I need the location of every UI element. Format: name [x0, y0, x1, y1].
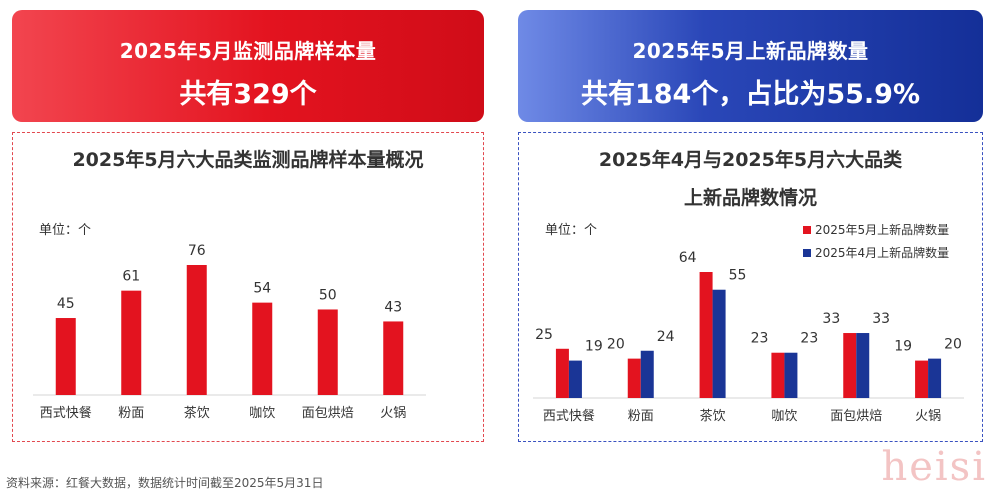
data-label-2-6: 20 — [944, 337, 962, 353]
bar-1-4 — [252, 302, 273, 395]
category-label-2: 粉面 — [118, 406, 144, 421]
new-brands-banner-title: 2025年5月上新品牌数量 — [632, 39, 869, 63]
data-label-1-3: 76 — [188, 243, 206, 259]
bar-1-6 — [915, 360, 929, 398]
new-brands-banner-value: 共有184个，占比为55.9% — [580, 79, 921, 110]
legend-may: 2025年5月上新品牌数量 — [803, 221, 949, 238]
bar-2-2 — [640, 350, 654, 398]
data-label-1-2: 61 — [122, 269, 140, 285]
bar-1-2 — [627, 358, 641, 398]
sample-size-chart-title: 2025年5月六大品类监测品牌样本量概况 — [72, 149, 424, 171]
bar-1-1 — [555, 348, 569, 398]
sample-size-unit-label: 单位：个 — [39, 223, 92, 238]
category-label-1: 西式快餐 — [543, 408, 595, 424]
legend-april-swatch — [803, 249, 811, 257]
legend-april-label: 2025年4月上新品牌数量 — [815, 246, 950, 260]
sample-size-banner: 2025年5月监测品牌样本量 共有329个 — [12, 10, 484, 122]
bar-2-5 — [856, 333, 870, 398]
category-label-6: 火锅 — [915, 408, 941, 424]
category-label-1: 西式快餐 — [40, 405, 92, 421]
new-brands-banner: 2025年5月上新品牌数量 共有184个，占比为55.9% — [518, 10, 983, 122]
category-label-6: 火锅 — [380, 405, 406, 421]
legend-april: 2025年4月上新品牌数量 — [803, 244, 949, 261]
data-label-1-1: 45 — [57, 296, 75, 312]
category-label-4: 咖饮 — [249, 406, 275, 421]
data-label-1-3: 64 — [679, 250, 697, 266]
bar-1-3 — [699, 272, 713, 398]
bar-2-6 — [928, 358, 942, 398]
data-label-1-1: 25 — [535, 327, 553, 343]
bar-1-2 — [121, 290, 142, 395]
data-label-1-6: 19 — [894, 339, 912, 355]
data-label-2-3: 55 — [729, 268, 747, 284]
category-label-3: 茶饮 — [184, 405, 210, 421]
data-label-1-5: 33 — [822, 311, 840, 327]
sample-size-banner-title: 2025年5月监测品牌样本量 — [119, 39, 377, 63]
bar-2-1 — [568, 360, 582, 398]
bar-1-3 — [186, 265, 207, 395]
new-brands-chart-title-line2: 上新品牌数情况 — [683, 187, 817, 209]
category-label-4: 咖饮 — [771, 409, 797, 424]
new-brands-unit-label: 单位：个 — [545, 223, 598, 238]
bar-1-1 — [55, 318, 76, 395]
new-brands-chart-panel: 2025年4月与2025年5月六大品类 上新品牌数情况 单位：个 2025年5月… — [518, 132, 983, 442]
data-label-1-2: 20 — [607, 337, 625, 353]
legend-may-swatch — [803, 226, 811, 234]
sample-size-banner-value: 共有329个 — [179, 79, 317, 110]
legend-may-label: 2025年5月上新品牌数量 — [815, 223, 950, 237]
category-label-5: 面包烘焙 — [302, 406, 354, 421]
data-label-2-1: 19 — [585, 339, 603, 355]
category-label-3: 茶饮 — [700, 408, 726, 424]
sample-size-chart-panel: 2025年5月六大品类监测品牌样本量概况 单位：个 45 西式快餐 61 粉面 76 茶饮… — [12, 132, 484, 442]
data-label-1-5: 50 — [319, 287, 337, 303]
bar-2-3 — [712, 289, 726, 398]
data-label-2-5: 33 — [872, 311, 890, 327]
data-source-note: 资料来源：红餐大数据，数据统计时间截至2025年5月31日 — [6, 476, 324, 490]
category-label-5: 面包烘焙 — [830, 409, 882, 424]
data-label-1-6: 43 — [384, 299, 402, 315]
category-label-2: 粉面 — [628, 409, 654, 424]
data-label-2-4: 23 — [800, 331, 818, 347]
bar-1-5 — [317, 309, 338, 395]
new-brands-chart-title-line1: 2025年4月与2025年5月六大品类 — [598, 149, 903, 171]
data-label-1-4: 54 — [253, 281, 271, 297]
bar-2-4 — [784, 352, 798, 398]
bar-1-4 — [771, 352, 785, 398]
sample-size-bar-chart: 45 西式快餐 61 粉面 76 茶饮 54 咖饮 50 面包烘焙 43 火锅 — [33, 243, 426, 421]
watermark-text: heisi — [881, 444, 987, 490]
bar-1-5 — [843, 333, 857, 398]
bar-1-6 — [383, 321, 404, 395]
data-label-2-2: 24 — [657, 329, 675, 345]
data-label-1-4: 23 — [751, 331, 769, 347]
